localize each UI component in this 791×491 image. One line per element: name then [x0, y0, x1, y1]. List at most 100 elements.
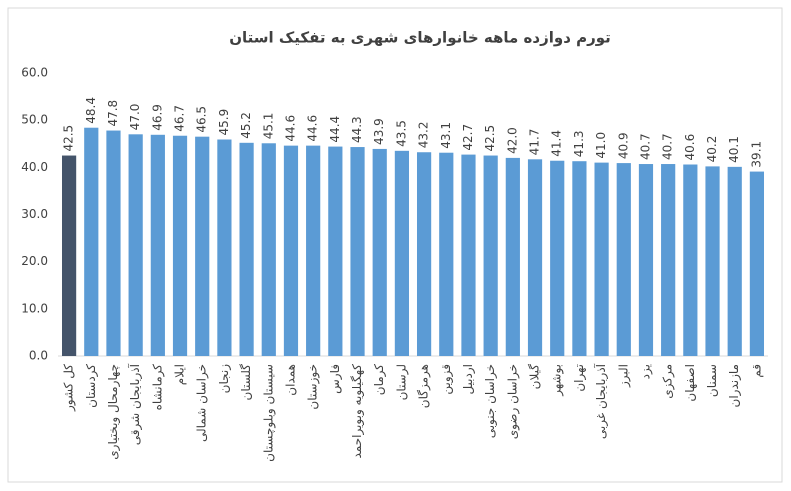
- chart-title: تورم دوازده ماهه خانوارهای شهری به تفکیک…: [229, 29, 611, 47]
- y-tick-label: 20.0: [21, 254, 48, 268]
- value-label: 41.7: [528, 129, 542, 156]
- value-label: 41.3: [572, 130, 586, 157]
- x-tick-label: تهران: [572, 364, 587, 392]
- value-label: 48.4: [84, 97, 98, 124]
- value-label: 40.2: [705, 136, 719, 163]
- x-tick-label: سمنان: [705, 364, 719, 397]
- x-tick-label: سیستان وبلوچستان: [261, 364, 276, 462]
- y-tick-label: 10.0: [21, 301, 48, 315]
- x-tick-label: بوشهر: [550, 364, 565, 397]
- value-label: 43.5: [394, 120, 408, 147]
- bar: [439, 152, 454, 356]
- bar: [172, 135, 188, 356]
- bar: [416, 152, 432, 356]
- value-label: 46.5: [195, 106, 209, 133]
- bar: [328, 146, 343, 356]
- bar: [505, 157, 520, 356]
- bar: [195, 136, 210, 356]
- bar: [128, 134, 143, 356]
- value-label: 41.0: [594, 132, 608, 159]
- value-label: 40.1: [727, 136, 741, 163]
- value-label: 46.9: [150, 104, 164, 131]
- x-tick-label: چهارمحال وبختیاری: [106, 364, 121, 460]
- bar: [372, 148, 387, 356]
- x-tick-label: مازندران: [727, 364, 742, 407]
- bar: [239, 142, 254, 356]
- value-label: 45.9: [217, 109, 231, 136]
- x-tick-label: قم: [749, 364, 763, 378]
- value-label: 42.5: [62, 125, 76, 152]
- x-tick-label: مرکزی: [661, 364, 676, 399]
- x-tick-label: کرمانشاه: [150, 364, 165, 411]
- x-tick-label: خوزستان: [306, 364, 321, 410]
- bar: [572, 161, 587, 356]
- value-label: 44.6: [306, 115, 320, 142]
- value-label: 39.1: [749, 141, 763, 168]
- value-label: 44.4: [328, 116, 342, 143]
- bar: [217, 139, 232, 356]
- bar: [483, 155, 498, 356]
- value-label: 41.4: [550, 130, 564, 157]
- value-label: 40.9: [616, 132, 630, 159]
- y-tick-label: 30.0: [21, 207, 48, 221]
- bar: [306, 145, 321, 356]
- x-tick-label: آذربایجان غربی: [593, 363, 609, 439]
- bar: [394, 150, 410, 356]
- value-label: 45.2: [239, 112, 253, 139]
- value-label: 47.0: [128, 104, 142, 131]
- value-label: 42.7: [461, 124, 475, 151]
- x-tick-label: آذربایجان شرقی: [127, 363, 143, 445]
- value-label: 44.6: [283, 115, 297, 142]
- bar: [106, 130, 121, 356]
- bar: [261, 143, 276, 356]
- x-tick-label: خراسان شمالی: [195, 364, 210, 442]
- bar: [638, 164, 654, 356]
- x-tick-label: خراسان جنوبی: [483, 364, 498, 438]
- x-tick-label: گیلان: [528, 364, 542, 390]
- x-tick-label: البرز: [616, 364, 631, 388]
- bar: [150, 134, 165, 356]
- bar: [727, 166, 742, 356]
- x-tick-label: خراسان رضوی: [505, 364, 520, 439]
- x-tick-label: کهگیلویه وبویراحمد: [350, 364, 365, 459]
- y-tick-label: 40.0: [21, 160, 48, 174]
- value-label: 40.7: [638, 133, 652, 160]
- x-tick-label: اصفهان: [683, 364, 697, 402]
- value-label: 42.0: [505, 127, 519, 154]
- x-tick-label: گلستان: [239, 364, 253, 401]
- bar: [594, 162, 609, 356]
- x-tick-label: کل کشور: [62, 364, 77, 412]
- bar: [461, 154, 476, 356]
- x-tick-label: ایلام: [173, 364, 187, 385]
- y-tick-label: 0.0: [29, 349, 48, 363]
- bar: [84, 127, 99, 356]
- bar: [705, 166, 720, 356]
- bar: [550, 160, 565, 356]
- value-label: 43.9: [372, 118, 386, 145]
- value-label: 43.1: [439, 122, 453, 149]
- y-tick-label: 50.0: [21, 113, 48, 127]
- value-label: 40.7: [661, 133, 675, 160]
- x-tick-label: قزوین: [439, 364, 454, 395]
- value-label: 40.6: [683, 134, 697, 161]
- x-tick-label: کرمان: [372, 364, 387, 396]
- bar: [527, 159, 543, 356]
- bar: [283, 145, 299, 356]
- value-label: 42.5: [483, 125, 497, 152]
- x-tick-label: یزد: [638, 364, 653, 379]
- bar: [749, 171, 765, 356]
- x-tick-label: زنجان: [217, 364, 232, 394]
- bar: [350, 147, 365, 356]
- x-tick-label: همدان: [283, 364, 297, 396]
- value-label: 47.8: [106, 100, 120, 127]
- value-label: 44.3: [350, 116, 364, 143]
- bar: [616, 163, 631, 356]
- x-tick-label: فارس: [328, 364, 343, 394]
- bar: [683, 164, 698, 356]
- bar: [61, 155, 77, 356]
- y-tick-label: 60.0: [21, 66, 48, 80]
- value-label: 43.2: [417, 122, 431, 149]
- x-tick-label: هرمزگان: [417, 364, 432, 408]
- x-tick-label: اردبیل: [461, 364, 476, 395]
